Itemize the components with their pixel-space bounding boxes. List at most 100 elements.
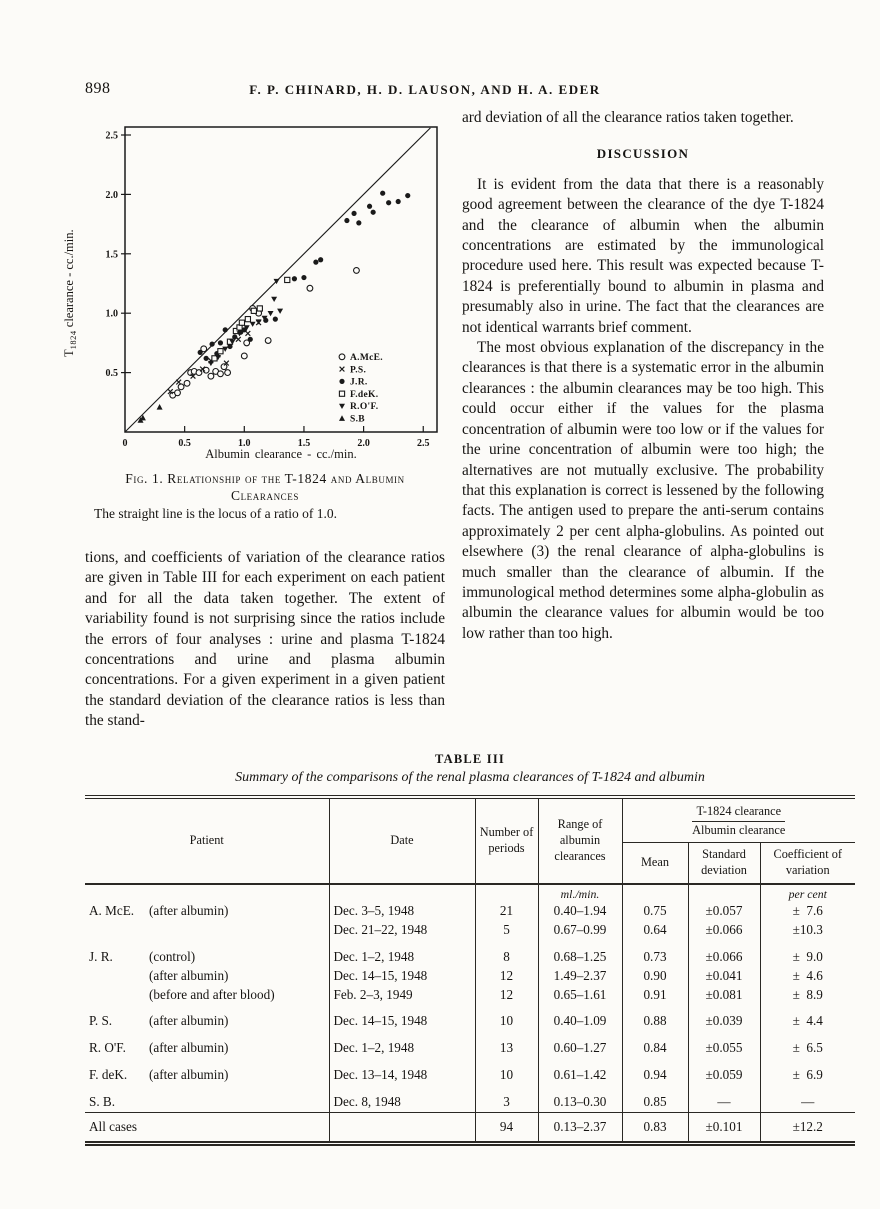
figure-caption-line2: Clearances	[230, 488, 299, 503]
cell-range: 1.49–2.37	[537, 966, 623, 986]
cell-n: 8	[474, 939, 539, 967]
cell-n: 13	[474, 1031, 539, 1059]
svg-text:0: 0	[123, 438, 128, 449]
table-row: S. B. Dec. 8, 1948 3 0.13–0.30 0.85— —	[84, 1085, 856, 1113]
series-fdek	[211, 276, 291, 362]
cell-mean: 0.94	[621, 1058, 689, 1086]
svg-text:1.0: 1.0	[106, 309, 119, 320]
cell-all-cases-label: All cases	[84, 1112, 330, 1144]
cell-range: 0.67–0.99	[537, 920, 623, 940]
cell-patient: (after albumin)	[84, 966, 330, 986]
svg-text:2.5: 2.5	[106, 131, 119, 142]
svg-text:P.S.: P.S.	[350, 365, 366, 375]
cell-range: 0.40–1.94	[537, 902, 623, 921]
cell-sd: ±0.081	[687, 985, 761, 1005]
cell-mean: 0.91	[621, 985, 689, 1005]
cell-date: Dec. 3–5, 1948	[328, 902, 476, 921]
figure-note: The straight line is the locus of a rati…	[94, 506, 337, 521]
cell-all-cases-cv: ±12.2	[759, 1112, 856, 1144]
svg-text:1.5: 1.5	[106, 249, 119, 260]
table-title: TABLE III	[435, 752, 505, 766]
cell-cv: ± 9.0	[759, 939, 856, 967]
cell-n: 10	[474, 1004, 539, 1032]
right-column: ard deviation of all the clearance ratio…	[462, 108, 824, 644]
running-head: F. P. CHINARD, H. D. LAUSON, AND H. A. E…	[249, 82, 601, 97]
col-header-clearance-ratio: T-1824 clearance Albumin clearance	[621, 797, 856, 844]
cell-n: 12	[474, 985, 539, 1005]
discussion-heading: DISCUSSION	[596, 146, 690, 162]
svg-text:0.5: 0.5	[106, 368, 119, 379]
cell-mean: 0.85	[621, 1085, 689, 1113]
discussion-paragraph-1: It is evident from the data that there i…	[462, 175, 824, 336]
cell-n: 12	[474, 966, 539, 986]
discussion-paragraph-2: The most obvious explanation of the disc…	[462, 339, 824, 642]
cell-patient	[84, 920, 330, 940]
figure-caption-line1: Fig. 1. Relationship of the T-1824 and A…	[125, 471, 405, 486]
table-subtitle: Summary of the comparisons of the renal …	[235, 770, 705, 785]
cell-cv: ±10.3	[759, 920, 856, 940]
cell-cv: ± 6.5	[759, 1031, 856, 1059]
table-row: F. deK. (after albumin) Dec. 13–14, 1948 10…	[84, 1058, 856, 1086]
svg-text:2.5: 2.5	[417, 438, 430, 449]
figure-caption: Fig. 1. Relationship of the T-1824 and A…	[78, 470, 452, 504]
table-block: TABLE III Summary of the comparisons of …	[84, 752, 856, 1146]
units-row: ml./min. per cent	[84, 883, 856, 903]
ratio-denominator: Albumin clearance	[692, 822, 786, 837]
table-row: J. R. (control) Dec. 1–2, 1948 8 0.68–1.25 0.…	[84, 939, 856, 967]
series-amce	[169, 266, 360, 399]
cell-all-cases-n: 94	[474, 1112, 539, 1144]
cell-range: 0.40–1.09	[537, 1004, 623, 1032]
cell-sd: ±0.039	[687, 1004, 761, 1032]
cell-date: Dec. 1–2, 1948	[328, 939, 476, 967]
cell-sd: ±0.059	[687, 1058, 761, 1086]
col-header-range: Range of albumin clearances	[537, 797, 623, 885]
cell-n: 21	[474, 902, 539, 921]
cell-sd: ±0.066	[687, 939, 761, 967]
svg-text:A.McE.: A.McE.	[350, 353, 383, 363]
series-jr	[197, 190, 411, 361]
series-sb	[137, 404, 163, 423]
cell-sd: ±0.041	[687, 966, 761, 986]
svg-text:1.0: 1.0	[238, 438, 251, 449]
cell-date: Dec. 14–15, 1948	[328, 966, 476, 986]
svg-text:S.B: S.B	[350, 415, 365, 425]
units-cv: per cent	[759, 883, 856, 903]
cell-n: 3	[474, 1085, 539, 1113]
cell-range: 0.60–1.27	[537, 1031, 623, 1059]
y-axis-label: T1824 clearance - cc./min.	[62, 229, 78, 357]
cell-mean: 0.84	[621, 1031, 689, 1059]
left-column: tions, and coefficients of variation of …	[85, 548, 445, 732]
cell-date: Dec. 8, 1948	[328, 1085, 476, 1113]
cell-cv: ± 7.6	[759, 902, 856, 921]
cell-patient: A. McE. (after albumin)	[84, 902, 330, 921]
cell-date: Dec. 14–15, 1948	[328, 1004, 476, 1032]
cell-all-cases-range: 0.13–2.37	[537, 1112, 623, 1144]
x-axis-label: Albumin clearance - cc./min.	[205, 447, 357, 461]
col-header-patient: Patient	[84, 797, 330, 885]
table-row: A. McE. (after albumin) Dec. 3–5, 1948 21 0.…	[84, 902, 856, 921]
cell-mean: 0.90	[621, 966, 689, 986]
cell-cv: —	[759, 1085, 856, 1113]
table-row: (after albumin) Dec. 14–15, 1948 12 1.49–2.…	[84, 966, 856, 986]
scatter-chart: 0 0.5 1.0 1.5 2.0 2.5 0.5 1.0 1.5 2.0 2.5 A.McE. P.S…	[88, 118, 460, 470]
cell-mean: 0.75	[621, 902, 689, 921]
chart-legend: A.McE. P.S. J.R. F.deK. R.O'F. S.B	[338, 353, 383, 425]
cell-mean: 0.73	[621, 939, 689, 967]
table-row: (before and after blood) Feb. 2–3, 1949 12…	[84, 985, 856, 1005]
svg-text:2.0: 2.0	[357, 438, 370, 449]
ratio-numerator: T-1824 clearance	[692, 804, 786, 822]
cell-patient: F. deK. (after albumin)	[84, 1058, 330, 1086]
col-header-mean: Mean	[621, 842, 689, 885]
series-rof	[207, 278, 284, 367]
cell-range: 0.65–1.61	[537, 985, 623, 1005]
svg-text:0.5: 0.5	[178, 438, 191, 449]
summary-table: Patient Date Number of periods Range of …	[84, 795, 856, 1146]
cell-range: 0.68–1.25	[537, 939, 623, 967]
svg-text:F.deK.: F.deK.	[350, 390, 378, 400]
cell-all-cases-sd: ±0.101	[687, 1112, 761, 1144]
svg-text:J.R.: J.R.	[350, 378, 368, 388]
cell-n: 5	[474, 920, 539, 940]
cell-mean: 0.88	[621, 1004, 689, 1032]
cell-patient: J. R. (control)	[84, 939, 330, 967]
